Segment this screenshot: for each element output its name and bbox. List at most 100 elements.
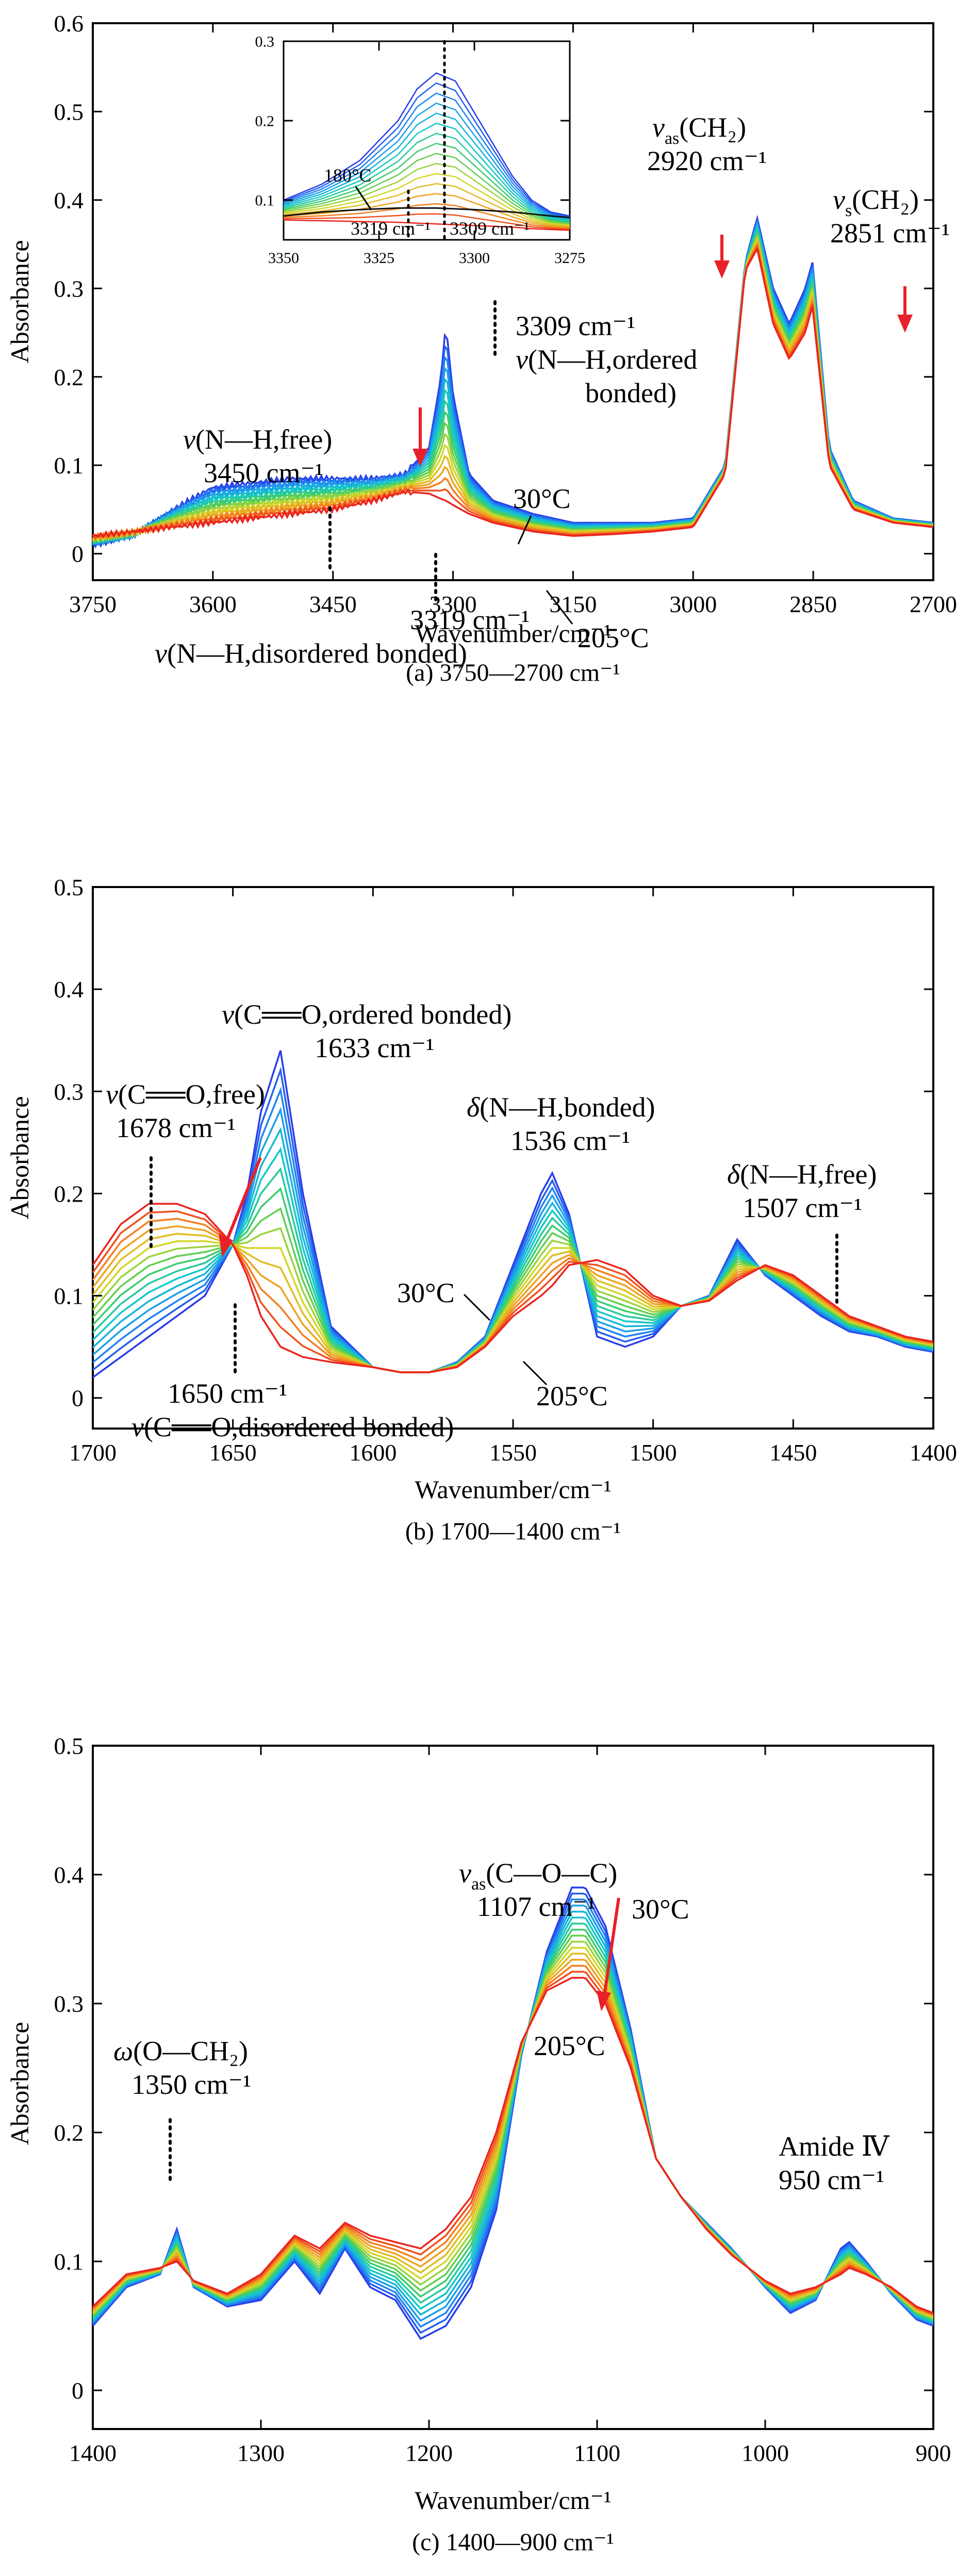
y-tick-label: 0.1	[54, 452, 84, 479]
panel-b: 1700 1650 1600 1550 1500 1450 1400 0 0.1 0.2 0.3 0.…	[5, 874, 957, 1545]
panel-b-caption: (b) 1700—1400 cm⁻¹	[405, 1518, 621, 1545]
annotation-och2: ω(O—CH₂) 1350 cm⁻¹	[113, 2036, 251, 2186]
x-tick-label: 1300	[237, 2440, 285, 2466]
y-tick-label: 0.3	[255, 34, 275, 51]
spectrum-curve-14	[92, 242, 934, 542]
annotation-nh-ordered: 3309 cm⁻¹ v(N—H,ordered bonded)	[493, 300, 697, 408]
nh-free-wavenumber: 3450 cm⁻¹	[204, 457, 323, 488]
inset-temp-label: 180°C	[324, 165, 371, 186]
coc-wavenumber: 1107 cm⁻¹	[477, 1891, 596, 1922]
spectrum-curve-1	[283, 72, 570, 217]
spectrum-curve-2	[283, 82, 570, 218]
annotation-nh-free-b: δ(N—H,free) 1507 cm⁻¹	[727, 1159, 877, 1304]
annotation-nh-disordered: 3319 cm⁻¹ v(N—H,disordered bonded)	[155, 553, 530, 669]
temp-high-label: 205°C	[578, 622, 649, 653]
ch2-as-wavenumber: 2920 cm⁻¹	[647, 145, 767, 176]
co-free-label: (C══O,free)	[118, 1079, 265, 1110]
panel-a: 3750 3600 3450 3300 3150 3000 2850 270000.10.20…	[5, 10, 957, 686]
x-tick-label: 1400	[69, 2440, 117, 2466]
arrow-coc	[603, 1897, 620, 1996]
och2-label: (O—CH₂)	[133, 2036, 248, 2066]
nh-ordered-wavenumber: 3309 cm⁻¹	[516, 310, 635, 341]
ch2-as-label: (CH₂)	[679, 112, 746, 143]
amide-label: Amide Ⅳ	[779, 2131, 889, 2162]
spectrum-curve-3	[283, 92, 570, 219]
panel-a-ylabel: Absorbance	[5, 240, 34, 364]
spectrum-curve-9	[283, 153, 570, 224]
y-tick-label: 0.5	[54, 99, 84, 125]
spectrum-curve-12	[283, 183, 570, 227]
panel-a-inset: 3350 3325 3300 3275 0.1 0.2 0.3 180°C 3319 cm⁻…	[255, 34, 586, 267]
temp-high-b-label: 205°C	[536, 1381, 608, 1412]
x-tick-label: 1500	[630, 1439, 677, 1466]
spectrum-curve-6	[283, 122, 570, 222]
arrow-coc-head	[597, 1991, 611, 2011]
panel-a-xlabel: Wavenumber/cm⁻¹	[415, 619, 612, 648]
arrow-co	[225, 1157, 262, 1241]
spectrum-curve-1	[92, 1886, 934, 2340]
spectrum-curve-2	[92, 217, 934, 548]
coc-label: (C—O—C)	[486, 1858, 617, 1889]
annotation-ch2-as: vas(CH₂) 2920 cm⁻¹	[647, 112, 767, 176]
y-tick-label: 0.6	[54, 10, 84, 37]
nh-ordered-label-2: bonded)	[585, 378, 677, 408]
x-tick-label: 3300	[459, 250, 490, 267]
spectrum-curve-10	[283, 162, 570, 225]
annotation-ch2-s: vs(CH₂) 2851 cm⁻¹	[830, 184, 950, 249]
x-tick-label: 1200	[405, 2440, 453, 2466]
spectrum-curve-9	[92, 1934, 934, 2320]
x-tick-label: 1700	[69, 1439, 117, 1466]
spectrum-curve-5	[283, 112, 570, 221]
y-tick-label: 0	[72, 541, 84, 567]
spectrum-curve-7	[92, 227, 934, 545]
spectrum-curve-6	[92, 1916, 934, 2323]
annotation-co-free: v(C══O,free) 1678 cm⁻¹	[106, 1079, 265, 1250]
temp-low-b-label: 30°C	[397, 1277, 455, 1308]
y-tick-label: 0.4	[54, 187, 84, 214]
spectrum-curve-10	[92, 1941, 934, 2319]
spectrum-curve-1	[92, 215, 934, 549]
och2-wavenumber: 1350 cm⁻¹	[131, 2069, 251, 2100]
y-tick-label: 0.3	[54, 1078, 84, 1105]
panel-c-plot-frame	[92, 1745, 934, 2430]
nh-disordered-label: (N—H,disordered bonded)	[167, 638, 467, 669]
nh-free-b-label: (N—H,free)	[740, 1159, 877, 1190]
x-tick-label: 1450	[769, 1439, 817, 1466]
x-tick-label: 900	[916, 2440, 951, 2466]
svg-text:vas(CH₂): vas(CH₂)	[652, 112, 746, 148]
x-tick-label: 2850	[789, 591, 837, 617]
spectrum-curve-16	[283, 219, 570, 231]
annotation-temperature-high: 205°C	[546, 590, 649, 653]
panel-a-arrows	[413, 235, 913, 467]
spectrum-curve-8	[92, 229, 934, 545]
panel-c-curves	[92, 1886, 934, 2340]
svg-text:vas(C—O—C): vas(C—O—C)	[459, 1858, 617, 1894]
annotation-amide: Amide Ⅳ 950 cm⁻¹	[779, 2131, 889, 2195]
panel-a-plot-frame	[92, 22, 934, 581]
temp-high-c-label: 205°C	[534, 2030, 605, 2061]
spectrum-curve-3	[92, 1898, 934, 2328]
x-tick-label: 2700	[910, 591, 957, 617]
spectrum-curve-4	[92, 221, 934, 547]
annotation-co-disordered: 1650 cm⁻¹ v(C══O,disordered bonded)	[131, 1303, 454, 1442]
panel-c-ylabel: Absorbance	[5, 2022, 34, 2145]
spectrum-curve-2	[92, 1892, 934, 2334]
nh-bonded-wavenumber: 1536 cm⁻¹	[510, 1125, 630, 1156]
arrow-ch2-as-head	[714, 260, 730, 278]
spectrum-curve-10	[92, 234, 934, 543]
co-ordered-wavenumber: 1633 cm⁻¹	[315, 1032, 434, 1063]
ch2-s-wavenumber: 2851 cm⁻¹	[830, 218, 950, 249]
spectrum-curve-7	[92, 1923, 934, 2322]
y-tick-label: 0	[72, 2377, 84, 2404]
panel-a-curves	[92, 215, 934, 549]
spectrum-curve-11	[92, 236, 934, 543]
x-tick-label: 1000	[741, 2440, 789, 2466]
spectrum-curve-9	[92, 232, 934, 542]
spectrum-curve-15	[284, 213, 570, 230]
y-tick-label: 0.3	[54, 1991, 84, 2017]
y-tick-label: 0.2	[54, 364, 84, 390]
y-tick-label: 0.5	[54, 1733, 84, 1759]
annotation-temperature-low-b: 30°C	[397, 1277, 491, 1321]
y-tick-label: 0.1	[54, 1283, 84, 1309]
amide-wavenumber: 950 cm⁻¹	[779, 2164, 884, 2195]
